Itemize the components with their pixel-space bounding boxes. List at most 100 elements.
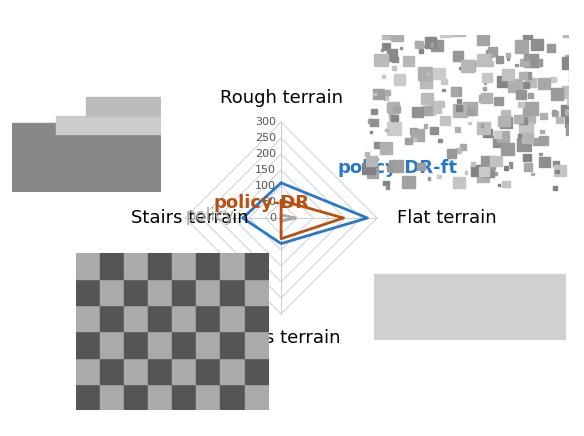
Bar: [423, 124, 427, 128]
Text: Flat terrain: Flat terrain: [397, 209, 496, 227]
Bar: [100, 253, 124, 279]
Bar: [551, 77, 556, 82]
Bar: [220, 253, 245, 279]
Bar: [565, 55, 577, 66]
Bar: [539, 153, 542, 155]
Bar: [430, 126, 437, 134]
Text: 200: 200: [255, 149, 276, 159]
Bar: [501, 143, 514, 154]
Bar: [412, 107, 423, 116]
Bar: [477, 123, 489, 133]
Bar: [418, 163, 425, 170]
Bar: [100, 331, 124, 358]
Bar: [196, 305, 221, 331]
Bar: [484, 168, 494, 177]
Bar: [479, 167, 489, 176]
Bar: [245, 331, 269, 358]
Bar: [498, 184, 500, 186]
Bar: [486, 51, 491, 54]
Text: policy: policy: [185, 207, 234, 225]
Bar: [86, 97, 161, 116]
Bar: [433, 68, 445, 79]
Bar: [76, 305, 100, 331]
Bar: [371, 109, 377, 114]
Bar: [366, 156, 377, 166]
Bar: [373, 89, 384, 99]
Bar: [540, 130, 544, 133]
Bar: [148, 279, 172, 305]
Bar: [552, 110, 555, 114]
Bar: [384, 96, 388, 99]
Bar: [388, 58, 391, 61]
Bar: [569, 49, 575, 54]
Bar: [465, 106, 469, 109]
Bar: [421, 93, 433, 104]
Bar: [124, 305, 148, 331]
Bar: [388, 102, 399, 112]
Bar: [502, 69, 514, 80]
Bar: [124, 384, 148, 410]
Bar: [441, 79, 447, 84]
Bar: [172, 384, 196, 410]
Bar: [481, 157, 495, 169]
Bar: [394, 74, 405, 85]
Bar: [470, 61, 476, 66]
Bar: [459, 67, 461, 68]
Bar: [100, 358, 124, 384]
Bar: [172, 358, 196, 384]
Bar: [569, 73, 578, 82]
Bar: [371, 159, 376, 164]
Bar: [390, 160, 403, 172]
Text: policy-DR: policy-DR: [214, 194, 310, 212]
Bar: [427, 73, 429, 75]
Bar: [471, 164, 483, 176]
Bar: [402, 176, 415, 188]
Bar: [412, 138, 416, 141]
Bar: [493, 172, 498, 175]
Bar: [220, 305, 245, 331]
Bar: [552, 111, 558, 116]
Bar: [522, 82, 529, 88]
Bar: [423, 80, 432, 88]
Bar: [500, 117, 512, 128]
Bar: [384, 26, 395, 35]
Bar: [563, 32, 569, 37]
Bar: [124, 253, 148, 279]
Bar: [524, 55, 529, 60]
Bar: [566, 124, 578, 135]
Bar: [522, 133, 533, 143]
Bar: [56, 116, 161, 134]
Bar: [220, 331, 245, 358]
Bar: [493, 97, 503, 105]
Bar: [172, 331, 196, 358]
Bar: [562, 58, 575, 69]
Bar: [405, 138, 412, 144]
Bar: [415, 41, 419, 45]
Bar: [555, 170, 559, 173]
Bar: [493, 136, 505, 146]
Bar: [245, 279, 269, 305]
Bar: [426, 96, 428, 98]
Bar: [385, 129, 388, 132]
Bar: [461, 60, 474, 72]
Bar: [443, 89, 444, 91]
Bar: [519, 72, 527, 79]
Bar: [496, 56, 503, 63]
Bar: [376, 158, 378, 160]
Text: 300: 300: [255, 117, 276, 127]
Text: 100: 100: [255, 181, 276, 191]
Bar: [392, 57, 398, 62]
Bar: [381, 49, 383, 51]
Bar: [389, 113, 394, 117]
Bar: [148, 331, 172, 358]
Bar: [12, 123, 161, 192]
Text: 150: 150: [255, 165, 276, 175]
Bar: [124, 331, 148, 358]
Bar: [488, 47, 498, 56]
Bar: [538, 78, 550, 89]
Bar: [523, 154, 531, 161]
Bar: [393, 106, 400, 112]
Bar: [481, 93, 492, 103]
Bar: [509, 162, 512, 165]
Bar: [172, 253, 196, 279]
